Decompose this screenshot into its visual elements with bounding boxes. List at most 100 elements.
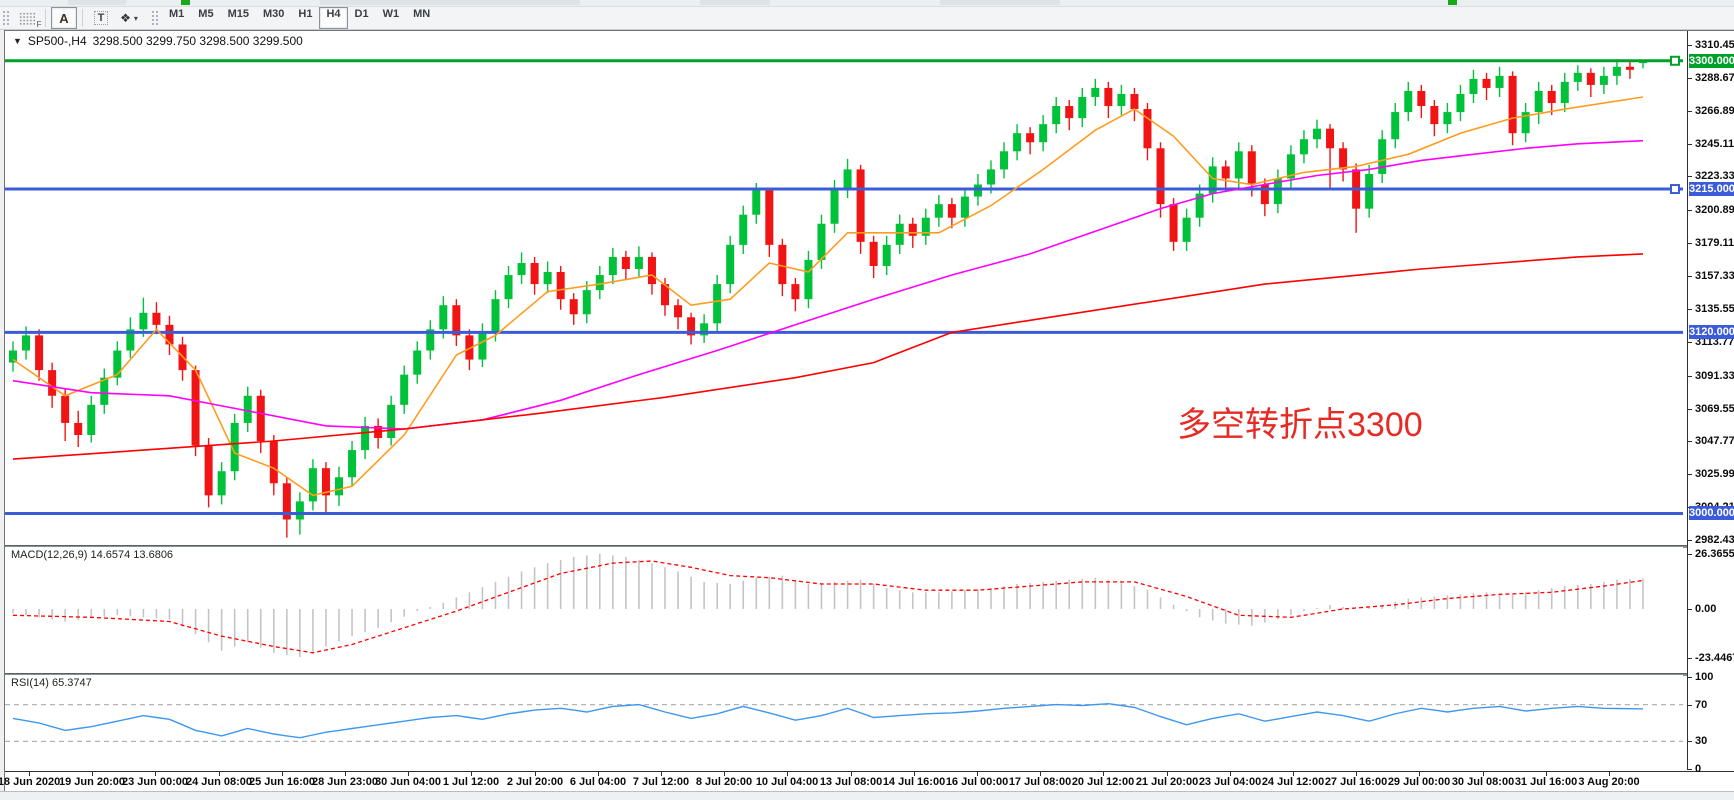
ohlc-values: 3298.500 3299.750 3298.500 3299.500	[92, 34, 303, 48]
candle-body	[1456, 93, 1465, 113]
candle-body	[321, 468, 330, 496]
toolbar-grip[interactable]	[2, 10, 10, 26]
candle-body	[869, 241, 878, 266]
time-tick-mark	[345, 772, 346, 776]
candle-body	[191, 370, 200, 446]
time-axis-label: 23 Jul 04:00	[1198, 776, 1262, 788]
timeframe-m5-button[interactable]: M5	[198, 8, 214, 20]
ma-fast	[12, 96, 1644, 497]
candle-body	[1417, 90, 1426, 107]
time-tick-mark	[219, 772, 220, 776]
ma-slow	[12, 253, 1644, 460]
time-tick-mark	[29, 772, 30, 776]
candle-body	[1495, 75, 1504, 88]
rsi-line	[12, 702, 1644, 739]
timeframe-w1-button[interactable]: W1	[382, 8, 400, 20]
candle-body	[1286, 154, 1295, 179]
axis-tick-mark	[1688, 111, 1692, 112]
candle-body	[48, 370, 57, 396]
candle-body	[504, 275, 513, 300]
macd-canvas[interactable]	[5, 547, 1683, 673]
toolbar-fragment	[320, 0, 580, 5]
grid-button[interactable]: F	[14, 7, 42, 29]
time-tick-mark	[1103, 772, 1104, 776]
candle-body	[1221, 166, 1230, 179]
toolbar-fragment	[700, 0, 770, 5]
time-tick-mark	[1293, 772, 1294, 776]
candle-body	[1052, 106, 1061, 125]
candle-body	[661, 284, 669, 306]
candle-body	[726, 244, 735, 285]
time-axis-label: 29 Jul 00:00	[1387, 776, 1451, 788]
candle-body	[22, 335, 31, 351]
time-tick-mark	[851, 772, 852, 776]
price-tick-label: 3288.670	[1695, 72, 1734, 84]
pane-separator[interactable]	[5, 673, 1734, 676]
candle-body	[387, 404, 396, 439]
candle-body	[1326, 128, 1335, 149]
time-axis[interactable]: 18 Jun 2020 19 Jun 20:00 23 Jun 00:00 24 Ju…	[0, 771, 1734, 792]
candle-body	[413, 350, 422, 375]
time-axis-label: 14 Jul 16:00	[882, 776, 946, 788]
candle-body	[608, 256, 617, 276]
axis-tick-mark	[1688, 441, 1692, 442]
hline-handle[interactable]	[1670, 184, 1680, 195]
time-axis-label: 18 Jun 2020	[0, 776, 61, 788]
main-chart-pane[interactable]: ▼ SP500-,H4 3298.500 3299.750 3298.500 3…	[5, 31, 1683, 545]
candle-body	[152, 312, 161, 325]
text-tool-button[interactable]: A	[51, 7, 77, 29]
candle-body	[934, 204, 943, 218]
axis-tick-mark	[1688, 409, 1692, 410]
timeframe-h1-button[interactable]: H1	[298, 8, 313, 20]
text-label-tool-button[interactable]: T	[88, 7, 114, 29]
time-axis-label: 2 Jul 20:00	[506, 776, 564, 788]
candle-body	[1639, 61, 1647, 64]
candle-body	[1625, 66, 1634, 70]
time-tick-mark	[1419, 772, 1420, 776]
rsi-canvas[interactable]	[5, 675, 1683, 770]
time-tick-mark	[1356, 772, 1357, 776]
timeframe-m30-button[interactable]: M30	[262, 8, 285, 20]
time-axis-label: 27 Jul 16:00	[1324, 776, 1388, 788]
candle-body	[1182, 217, 1191, 242]
price-level-badge: 3000.000	[1689, 506, 1734, 520]
candle-body	[1000, 151, 1009, 170]
candle-body	[230, 422, 239, 472]
toolbar-grip[interactable]	[151, 10, 159, 26]
bottom-strip	[0, 791, 1734, 800]
axis-tick-mark	[1688, 609, 1692, 610]
price-tick-label: 30	[1695, 735, 1708, 747]
macd-pane[interactable]: MACD(12,26,9) 14.6574 13.6806	[5, 547, 1683, 673]
price-tick-label: 70	[1695, 699, 1708, 711]
pane-separator[interactable]	[5, 545, 1734, 548]
clipped-toolbar-strip	[0, 0, 1734, 7]
one-click-arrow-icon[interactable]: ▼	[13, 36, 22, 46]
shapes-tool-button[interactable]: ❖ ▾	[116, 7, 142, 29]
price-tick-label: 3025.990	[1695, 468, 1734, 480]
timeframe-h4-button[interactable]: H4	[319, 7, 348, 29]
chart-window: ▼ SP500-,H4 3298.500 3299.750 3298.500 3…	[0, 30, 1734, 792]
axis-tick-mark	[1688, 243, 1692, 244]
candle-body	[74, 422, 83, 435]
rsi-pane[interactable]: RSI(14) 65.3747	[5, 675, 1683, 770]
price-tick-label: 3113.770	[1695, 336, 1734, 348]
chart-annotation-text[interactable]: 多空转折点3300	[1177, 406, 1423, 444]
candle-body	[1013, 133, 1022, 152]
time-tick-mark	[787, 772, 788, 776]
price-level-badge: 3300.000	[1689, 54, 1734, 68]
candle-body	[452, 305, 461, 336]
main-chart-canvas[interactable]	[5, 31, 1683, 545]
timeframe-m1-button[interactable]: M1	[169, 8, 185, 20]
time-axis-label: 10 Jul 04:00	[755, 776, 819, 788]
hline-handle[interactable]	[1670, 55, 1680, 66]
price-axis[interactable]: 3310.450 3288.670 3266.890 3245.110 3223.330…	[1687, 31, 1734, 775]
candle-body	[778, 244, 787, 285]
candle-body	[1091, 87, 1100, 97]
candle-body	[634, 256, 643, 270]
timeframe-d1-button[interactable]: D1	[354, 8, 369, 20]
timeframe-m15-button[interactable]: M15	[227, 8, 249, 20]
timeframe-mn-button[interactable]: MN	[413, 8, 431, 20]
price-tick-label: 3310.450	[1695, 39, 1734, 51]
macd-label: MACD(12,26,9) 14.6574 13.6806	[11, 549, 174, 561]
candle-body	[87, 404, 96, 435]
